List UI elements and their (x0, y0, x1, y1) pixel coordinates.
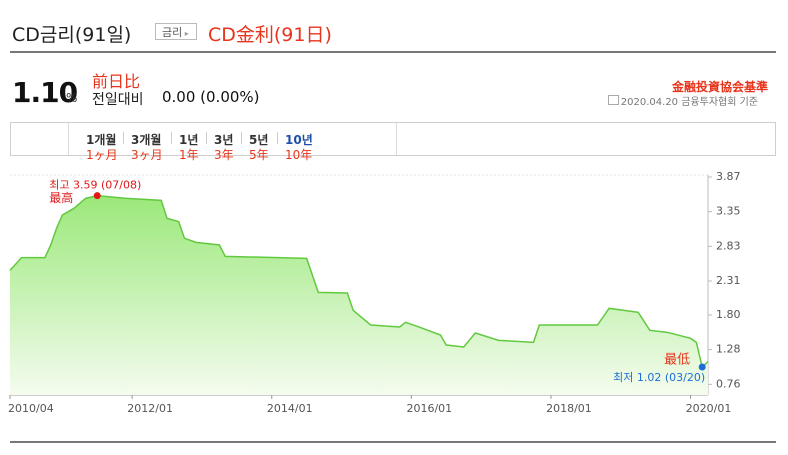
max-note: 最高 (49, 190, 73, 205)
y-tick-label: 3.35 (716, 205, 741, 218)
line (9, 194, 709, 369)
y-tick-label: 1.28 (716, 343, 741, 356)
rate-button[interactable]: 금리 ▸ (155, 23, 197, 40)
y-tick-label: 1.80 (716, 308, 741, 321)
divider (10, 51, 776, 53)
y-tick-label: 2.31 (716, 274, 741, 287)
tab-note: 3年 (214, 148, 234, 162)
min-note: 最低 (664, 353, 690, 368)
tab-note: 3ヶ月 (131, 148, 163, 162)
tab-note: 5年 (249, 148, 269, 162)
period-tab[interactable]: 1년 (179, 133, 199, 147)
min-marker (698, 363, 706, 371)
change-note: 前日比 (92, 72, 141, 91)
source-text: 2020.04.20 금융투자협회 기준 (620, 97, 758, 108)
source: 2020.04.20 금융투자협회 기준 (607, 93, 758, 108)
y-tick-label: 0.76 (716, 377, 741, 390)
x-tick-label: 2020/01 (686, 402, 732, 415)
x-tick-label: 2010/04 (8, 402, 54, 415)
period-tab[interactable]: 3개월 (131, 133, 162, 147)
tab-separator (241, 132, 242, 144)
change-value: 0.00 (0.00%) (162, 88, 260, 106)
title: CD금리(91일) (12, 24, 132, 46)
x-tick-label: 2018/01 (546, 402, 592, 415)
tab-separator (277, 132, 278, 144)
max-marker (93, 192, 101, 200)
x-tick-label: 2012/01 (127, 402, 173, 415)
quote-value: 1.10 (12, 76, 78, 109)
period-tab[interactable]: 3년 (214, 133, 234, 147)
quote-unit: % (66, 91, 78, 105)
y-tick-label: 3.87 (716, 170, 741, 183)
period-tab[interactable]: 1개월 (86, 133, 117, 147)
tab-note: 1ヶ月 (86, 148, 118, 162)
tab-separator (206, 132, 207, 144)
x-tick-label: 2014/01 (267, 402, 313, 415)
source-note: 金融投資協会基準 (671, 80, 768, 94)
button-label: 금리 (162, 26, 183, 39)
max-label: 최고 3.59 (07/08) (49, 179, 141, 192)
x-tick-label: 2016/01 (406, 402, 452, 415)
period-tabs: 1개월 1ヶ月 3개월 3ヶ月 1년 1年 3년 3年 5년 5年 10년 10年 (10, 122, 776, 162)
area (10, 195, 708, 395)
tab-separator (171, 132, 172, 144)
period-tab[interactable]: 10년 (285, 133, 313, 147)
y-tick-label: 2.83 (716, 239, 741, 252)
period-tab[interactable]: 5년 (249, 133, 269, 147)
tab-note: 10年 (285, 148, 313, 162)
tab-separator (123, 132, 124, 144)
tab-note: 1年 (179, 148, 199, 162)
min-label: 최저 1.02 (03/20) (613, 371, 705, 384)
title-note: CD金利(91日) (208, 24, 332, 46)
change-label: 전일대비 (92, 92, 144, 108)
